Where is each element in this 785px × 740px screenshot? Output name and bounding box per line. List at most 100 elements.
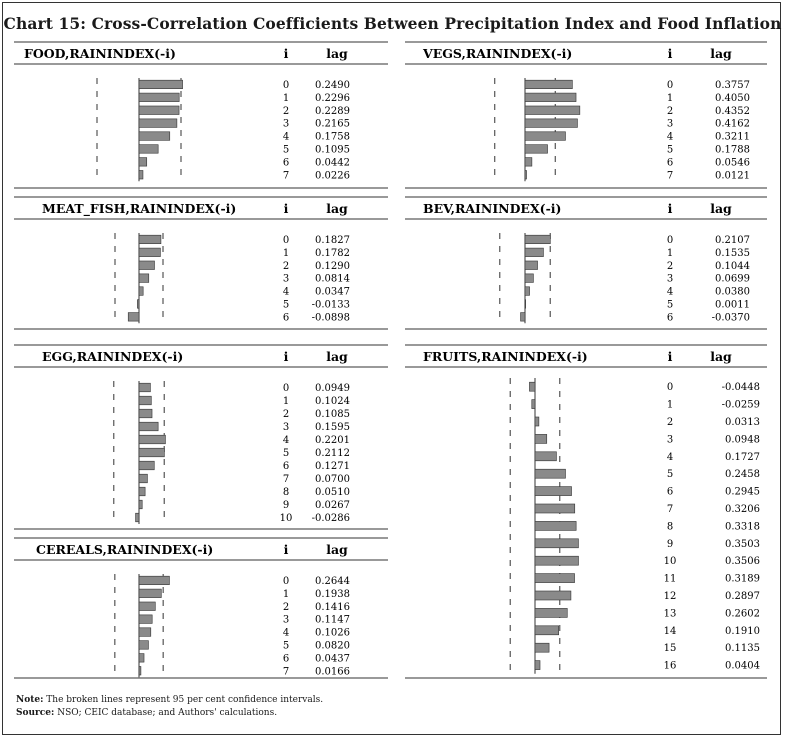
lag-label: 3: [283, 274, 289, 285]
correlation-bar: [524, 260, 538, 270]
column-header-lag: lag: [326, 201, 348, 216]
coefficient-label: 0.4162: [715, 119, 750, 130]
lag-label: 1: [283, 248, 289, 259]
lag-label: 4: [667, 452, 673, 463]
correlation-bar: [534, 590, 572, 601]
coefficient-label: -0.0898: [312, 312, 350, 323]
panel-title: FRUITS,RAININDEX(-i): [423, 349, 588, 364]
coefficient-label: 0.2201: [315, 435, 350, 446]
lag-label: 1: [283, 396, 289, 407]
lag-label: 2: [283, 261, 289, 272]
correlation-bar: [534, 538, 579, 549]
correlation-bar: [138, 118, 178, 128]
column-header-i: i: [284, 349, 289, 364]
column-header-i: i: [668, 46, 673, 61]
lag-label: 7: [667, 504, 673, 515]
lag-label: 5: [667, 299, 673, 310]
coefficient-label: 0.3757: [715, 80, 750, 91]
lag-label: 1: [283, 93, 289, 104]
column-header-lag: lag: [326, 542, 348, 557]
lag-label: 7: [283, 170, 289, 181]
correlation-bar: [138, 666, 142, 676]
lag-label: 0: [283, 235, 289, 246]
correlation-bar: [138, 170, 144, 180]
lag-label: 0: [667, 382, 673, 393]
coefficient-label: 0.1535: [715, 248, 750, 259]
correlation-bar: [520, 312, 526, 322]
coefficient-label: 0.1290: [315, 261, 350, 272]
panel-title: EGG,RAININDEX(-i): [42, 349, 183, 364]
lag-label: 6: [667, 312, 673, 323]
lag-label: 6: [667, 487, 673, 498]
lag-label: 0: [283, 383, 289, 394]
coefficient-label: 0.0313: [725, 417, 760, 428]
coefficient-label: 0.0437: [315, 653, 350, 664]
correlation-bar: [138, 382, 151, 393]
coefficient-label: 0.0442: [315, 157, 350, 168]
correlation-bar: [127, 312, 140, 322]
lag-label: 6: [283, 157, 289, 168]
lag-label: 1: [667, 93, 673, 104]
lag-label: 5: [667, 469, 673, 480]
correlation-bar: [138, 92, 180, 102]
correlation-bar: [138, 447, 165, 458]
coefficient-label: 0.0380: [715, 287, 750, 298]
lag-label: 10: [280, 513, 293, 524]
coefficient-label: 0.1026: [315, 628, 350, 639]
lag-label: 1: [667, 400, 673, 411]
lag-label: 15: [664, 643, 677, 654]
correlation-bar: [138, 627, 152, 637]
lag-label: 2: [283, 409, 289, 420]
correlation-bar: [534, 608, 568, 618]
panel-svg: FOOD,RAININDEX(-i) i lag 0 0.2490 1 0.2296 2 0.2…: [14, 41, 388, 189]
correlation-bar: [138, 157, 148, 167]
panel-title: MEAT_FISH,RAININDEX(-i): [42, 201, 236, 217]
lag-label: 7: [667, 170, 673, 181]
coefficient-label: 0.0546: [715, 157, 750, 168]
lag-label: 9: [283, 500, 289, 511]
correlation-bar: [138, 614, 153, 624]
coefficient-label: 0.1782: [315, 248, 350, 259]
coefficient-label: 0.0948: [725, 434, 760, 445]
correlation-bar: [534, 555, 579, 566]
correlation-bar: [138, 408, 153, 419]
lag-label: 0: [283, 576, 289, 587]
source-line: Source: NSO; CEIC database; and Authors'…: [16, 707, 323, 720]
coefficient-label: 0.0347: [315, 287, 350, 298]
coefficient-label: 0.0267: [315, 500, 350, 511]
coefficient-label: 0.0949: [315, 383, 350, 394]
correlation-bar: [138, 79, 183, 90]
lag-label: 5: [283, 144, 289, 155]
lag-label: 4: [283, 132, 289, 143]
coefficient-label: 0.1044: [715, 261, 750, 272]
correlation-bar: [534, 642, 550, 653]
column-header-i: i: [668, 349, 673, 364]
coefficient-label: -0.0370: [712, 312, 750, 323]
coefficient-label: 0.0820: [315, 640, 350, 651]
coefficient-label: 0.0011: [715, 299, 750, 310]
coefficient-label: 0.0510: [315, 487, 350, 498]
panel-svg: EGG,RAININDEX(-i) i lag 0 0.0949 1 0.1024 2 0.10…: [14, 344, 388, 530]
lag-label: 0: [283, 80, 289, 91]
correlation-bar: [138, 286, 144, 296]
panel-egg: EGG,RAININDEX(-i) i lag 0 0.0949 1 0.1024 2 0.10…: [14, 344, 388, 530]
lag-label: 4: [667, 132, 673, 143]
panel-food: FOOD,RAININDEX(-i) i lag 0 0.2490 1 0.2296 2 0.2…: [14, 41, 388, 189]
panel-vegs: VEGS,RAININDEX(-i) i lag 0 0.3757 1 0.4050 2 0.4…: [405, 41, 767, 189]
correlation-bar: [534, 625, 559, 636]
lag-label: 8: [283, 487, 289, 498]
correlation-bar: [524, 131, 566, 141]
coefficient-label: 0.2945: [725, 487, 760, 498]
lag-label: 9: [667, 539, 673, 550]
coefficient-label: 0.2296: [315, 93, 350, 104]
correlation-bar: [138, 434, 166, 445]
coefficient-label: 0.2897: [725, 591, 760, 602]
lag-label: 0: [667, 235, 673, 246]
correlation-bar: [138, 144, 159, 154]
correlation-bar: [138, 473, 148, 484]
lag-label: 6: [283, 461, 289, 472]
correlation-bar: [138, 460, 155, 471]
lag-label: 13: [664, 608, 677, 619]
column-header-i: i: [284, 201, 289, 216]
